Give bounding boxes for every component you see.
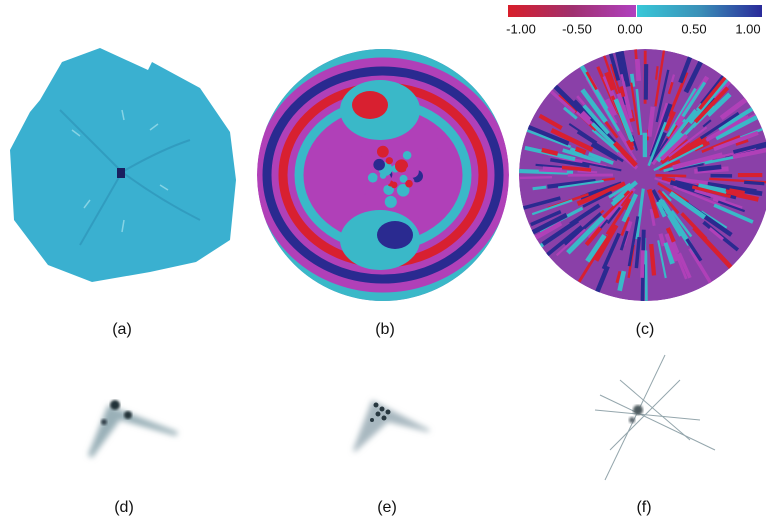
texture-stroke: [744, 182, 764, 183]
colorbar-positive: [637, 5, 762, 17]
texture-stroke: [656, 175, 687, 176]
texture-dot: [366, 189, 377, 200]
panel-label: (a): [112, 321, 132, 338]
texture-stroke: [621, 87, 624, 97]
texture-dot: [366, 156, 373, 163]
texture-dot: [380, 172, 387, 179]
texture-stroke: [602, 179, 615, 181]
panel-f-image: [595, 355, 715, 480]
colorbar-tick: 1.00: [735, 21, 760, 36]
panel-a-image: [10, 48, 236, 282]
colorbar-tick: 0.50: [681, 21, 706, 36]
panel-label: (c): [636, 321, 655, 338]
figure: -1.00 -0.50 0.00 0.50 1.00 (a): [0, 0, 766, 522]
texture-stroke: [510, 177, 552, 178]
texture-stroke: [651, 244, 654, 275]
texture-stroke: [533, 187, 547, 189]
texture-dot: [391, 182, 398, 189]
texture-stroke: [637, 59, 638, 81]
texture-stroke: [698, 167, 722, 170]
texture-stroke: [646, 250, 647, 304]
texture-dot: [403, 151, 412, 160]
panel-label: (d): [114, 499, 134, 516]
panel-label: (e): [377, 499, 397, 516]
texture-dot: [385, 196, 397, 208]
texture-dot: [386, 157, 393, 164]
texture-dot: [368, 173, 378, 183]
texture-dot: [377, 146, 389, 158]
panel-b-image: [233, 35, 533, 315]
texture-dot: [360, 150, 367, 157]
texture-dot: [373, 159, 385, 171]
colorbar-negative: [508, 5, 636, 17]
texture-dot: [357, 174, 365, 182]
panel-e-image: [353, 400, 430, 452]
colorbar-tick: 0.00: [617, 21, 642, 36]
panel-label: (f): [636, 499, 651, 516]
colorbar-tick: -0.50: [562, 21, 592, 36]
texture-dot: [405, 180, 413, 188]
colorbar: [508, 5, 762, 17]
panel-d-image: [88, 400, 178, 458]
colorbar-tick: -1.00: [506, 21, 536, 36]
texture-dot: [406, 165, 419, 178]
panel-label: (b): [375, 321, 395, 338]
texture-stroke: [543, 168, 562, 169]
texture-stroke: [539, 171, 567, 172]
panel-c-image: [510, 30, 766, 322]
